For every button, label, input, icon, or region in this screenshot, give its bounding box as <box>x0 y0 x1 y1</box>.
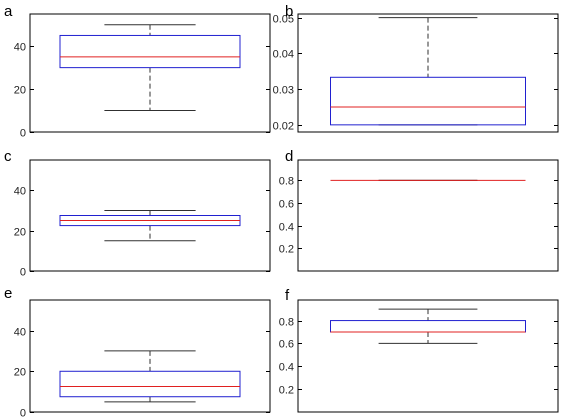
panel-b: 0.02 0.03 0.04 0.05b <box>273 3 559 133</box>
y-tick-label: 20 <box>14 227 26 239</box>
y-tick-label: 0.04 <box>273 49 294 61</box>
panel-letter: c <box>4 148 12 165</box>
y-tick-label: 0.05 <box>273 14 294 26</box>
y-tick-label: 0.4 <box>279 362 294 374</box>
y-tick-label: 40 <box>14 42 26 54</box>
panel-f: 0.2 0.4 0.6 0.8 f <box>279 287 559 413</box>
iqr-box <box>59 34 241 69</box>
iqr-box <box>59 370 241 398</box>
panel-d: 0.2 0.4 0.6 0.8 d <box>279 148 559 272</box>
iqr-box <box>330 320 526 333</box>
iqr-box <box>330 76 526 126</box>
axes-frame <box>29 13 271 133</box>
panel-letter: f <box>285 287 290 304</box>
y-tick-label: 0.2 <box>279 244 294 256</box>
y-tick-label: 0.03 <box>273 85 294 97</box>
y-tick-label: 0.4 <box>279 222 294 234</box>
y-tick-label: 0.8 <box>279 176 294 188</box>
axes-frame <box>29 299 271 413</box>
panel-c: 0 20 40 c <box>4 148 271 279</box>
y-tick-label: 0 <box>20 408 26 418</box>
panel-e: 0 20 40 e <box>4 285 271 418</box>
axes-frame <box>297 13 559 133</box>
y-tick-label: 40 <box>14 327 26 339</box>
axes-frame <box>297 159 559 272</box>
y-tick-label: 0 <box>20 128 26 140</box>
panel-letter: d <box>285 148 293 165</box>
panel-letter: b <box>285 3 293 20</box>
y-tick-label: 0.02 <box>273 121 294 133</box>
y-tick-label: 20 <box>14 85 26 97</box>
panel-letter: e <box>4 285 12 302</box>
panel-letter: a <box>4 3 13 20</box>
y-tick-label: 0.6 <box>279 339 294 351</box>
y-tick-label: 0.6 <box>279 199 294 211</box>
y-tick-label: 40 <box>14 186 26 198</box>
axes-frame <box>297 299 559 413</box>
y-tick-label: 0 <box>20 267 26 279</box>
axes-frame <box>29 159 271 272</box>
y-tick-label: 20 <box>14 367 26 379</box>
y-tick-label: 0.2 <box>279 385 294 397</box>
y-tick-label: 0.8 <box>279 317 294 329</box>
panel-a: 0 20 40 a <box>4 3 271 140</box>
